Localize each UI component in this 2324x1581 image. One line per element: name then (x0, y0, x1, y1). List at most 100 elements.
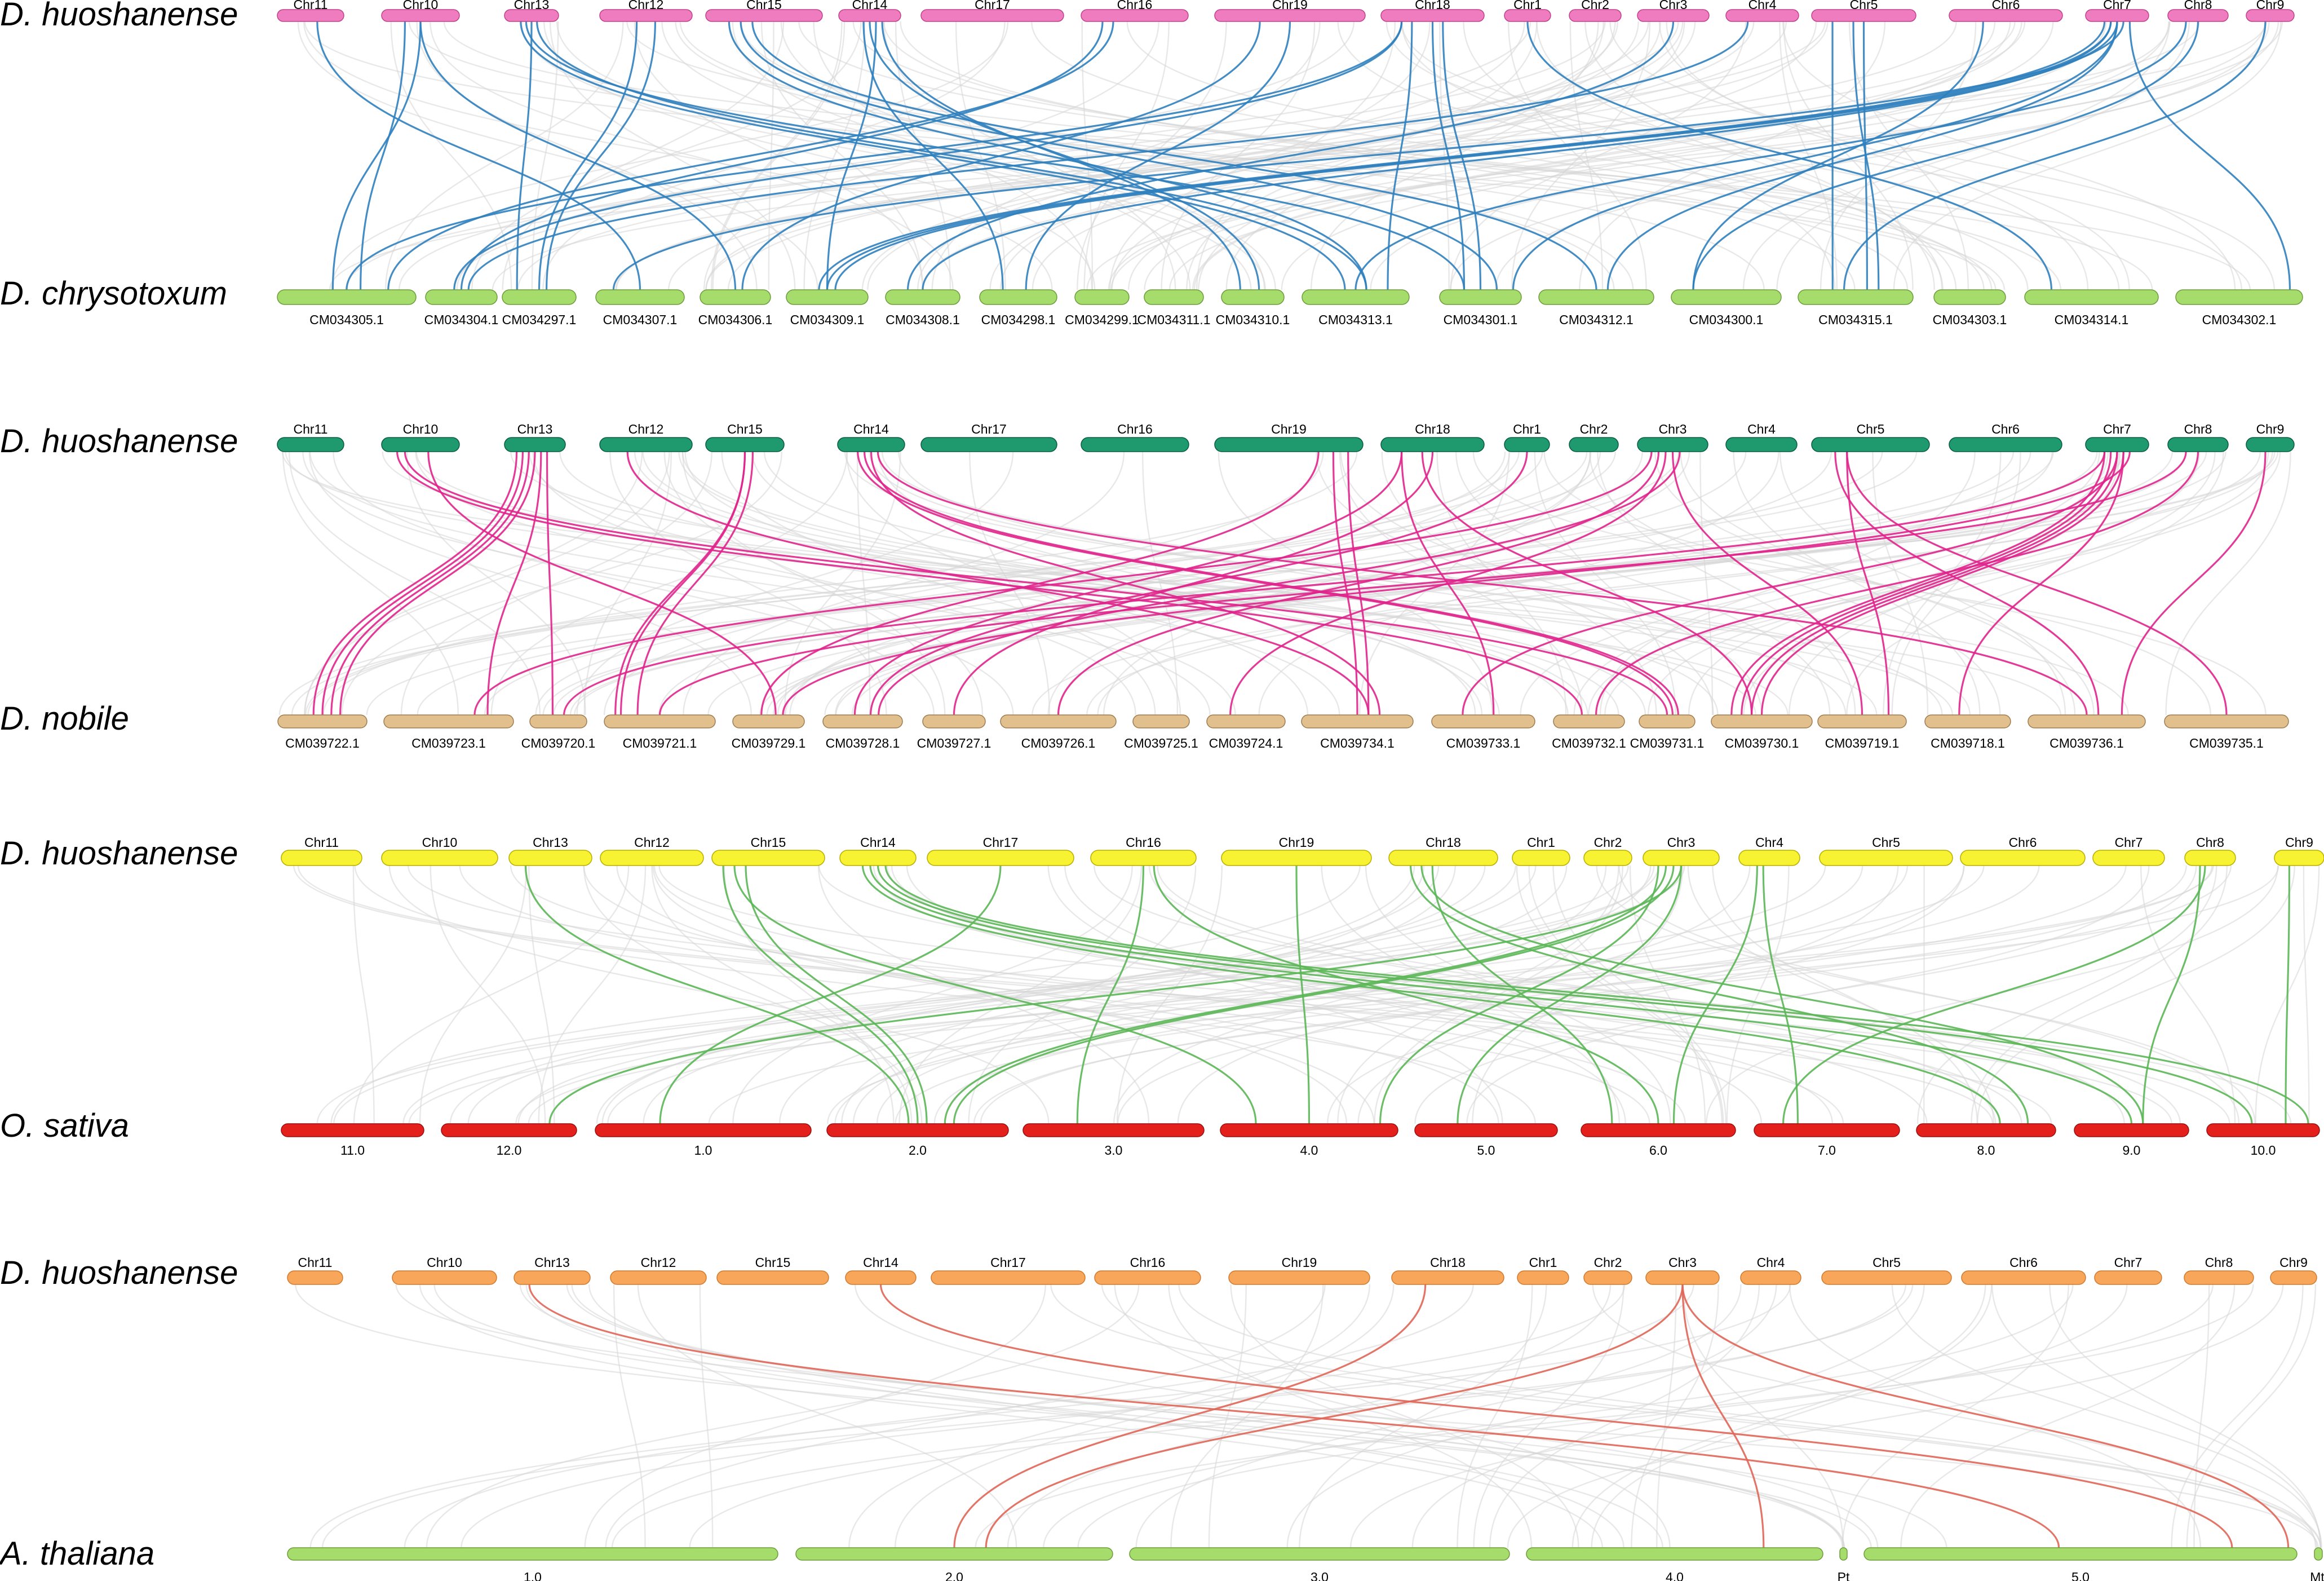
bottom-chromosome-bar (287, 1547, 778, 1561)
collinear-link (741, 21, 1261, 290)
background-link (1789, 1284, 2202, 1548)
background-link (705, 21, 1829, 290)
highlighted-links (312, 451, 2267, 716)
bottom-chromosome-bar (1302, 289, 1410, 305)
collinear-link (1692, 21, 2199, 290)
background-link (1654, 451, 2095, 716)
bottom-chromosome-label: 2.0 (909, 1143, 927, 1158)
top-chromosome-bar (2246, 9, 2295, 22)
top-chromosome-label: Chr14 (860, 835, 896, 850)
background-link (588, 1284, 1624, 1548)
collinear-link (869, 865, 2133, 1124)
top-chromosome-label: Chr18 (1430, 1255, 1466, 1270)
bottom-chromosome-label: CM039736.1 (2049, 736, 2124, 750)
background-link (385, 21, 624, 290)
background-link (980, 865, 2187, 1124)
background-link (1466, 865, 2150, 1124)
bottom-chromosome-bar (1439, 289, 1522, 305)
background-link (576, 451, 1014, 716)
background-link (1169, 21, 2266, 290)
bottom-chromosome-label: CM039732.1 (1552, 736, 1626, 750)
collinear-link (1730, 451, 2106, 716)
background-link (711, 21, 843, 290)
collinear-link (312, 451, 518, 716)
background-link (789, 451, 1511, 716)
background-link (461, 1284, 1694, 1548)
background-link (395, 1284, 2319, 1548)
background-link (611, 1284, 1914, 1548)
bottom-chromosome-bar (2206, 1123, 2320, 1137)
background-link (321, 1284, 1791, 1548)
bottom-chromosome-label: CM034302.1 (2202, 312, 2277, 327)
collinear-link (944, 865, 1667, 1124)
grey-background-links (278, 451, 2291, 716)
top-chromosomes: Chr11 Chr10 Chr13 Chr12 Chr15 Chr14 Chr17 Chr16… (287, 1255, 2317, 1285)
top-chromosome-bar (838, 9, 901, 22)
top-chromosome-label: Chr2 (1581, 0, 1609, 12)
top-chromosome-label: Chr5 (1872, 835, 1900, 850)
collinear-link (1843, 21, 2267, 290)
top-chromosome-bar (2092, 850, 2165, 866)
background-link (1086, 451, 2261, 716)
background-link (519, 1284, 1947, 1548)
collinear-link (339, 451, 536, 716)
background-link (1286, 1284, 1777, 1548)
background-link (538, 865, 647, 1124)
top-chromosome-label: Chr12 (641, 1255, 676, 1270)
bottom-chromosome-bar (1000, 714, 1117, 728)
bottom-chromosome-label: CM039725.1 (1124, 736, 1198, 750)
top-chromosome-label: Chr7 (2103, 0, 2131, 12)
background-link (1077, 21, 1227, 290)
collinear-link (346, 21, 1403, 290)
top-chromosome-label: Chr17 (971, 422, 1007, 436)
background-link (1742, 21, 2170, 290)
collinear-link (453, 21, 1403, 290)
top-chromosome-label: Chr19 (1271, 422, 1307, 436)
background-link (883, 21, 1909, 290)
bottom-chromosome-label: CM039731.1 (1630, 736, 1705, 750)
bottom-chromosome-bar (1144, 289, 1204, 305)
top-chromosome-bar (514, 1270, 591, 1285)
bottom-chromosome-bar (1711, 714, 1813, 728)
background-link (955, 21, 1006, 290)
background-link (528, 865, 2213, 1124)
background-link (1591, 1284, 1993, 1548)
background-link (643, 865, 1415, 1124)
background-link (1712, 865, 1978, 1124)
collinear-link (1379, 865, 1659, 1124)
background-link (302, 451, 1014, 716)
top-chromosome-label: Chr8 (2184, 422, 2212, 436)
bottom-chromosome-bar (1022, 1123, 1205, 1137)
background-link (933, 865, 1909, 1124)
background-link (969, 451, 1051, 716)
background-link (1463, 21, 1836, 290)
bottom-chromosome-bar (2028, 714, 2146, 728)
background-link (492, 21, 2200, 290)
background-link (1687, 865, 1995, 1124)
background-link (426, 1284, 1140, 1548)
background-link (416, 21, 758, 290)
bottom-chromosome-label: 1.0 (524, 1570, 542, 1581)
background-link (1596, 865, 2256, 1124)
top-chromosome-label: Chr14 (852, 0, 888, 12)
background-link (869, 451, 1943, 716)
highlighted-links (524, 865, 2309, 1124)
background-link (1891, 1284, 2322, 1548)
collinear-link (751, 21, 1597, 290)
background-link (352, 865, 375, 1124)
top-chromosomes: Chr11 Chr10 Chr13 Chr12 Chr15 Chr14 Chr17 Chr16… (277, 422, 2295, 452)
top-chromosome-bar (2167, 437, 2229, 452)
background-link (637, 1284, 1017, 1548)
top-species-label: D. huoshanense (0, 423, 238, 460)
background-link (406, 451, 586, 716)
background-link (583, 865, 923, 1124)
bottom-chromosome-bar (604, 714, 716, 728)
collinear-link (884, 865, 2309, 1124)
background-link (399, 21, 1531, 290)
bottom-chromosome-label: 5.0 (1477, 1143, 1495, 1158)
background-link (1349, 1284, 2128, 1548)
bottom-chromosome-label: CM034309.1 (790, 312, 865, 327)
background-link (851, 451, 2031, 716)
bottom-chromosome-bar (822, 714, 903, 728)
collinear-link (659, 865, 1002, 1124)
